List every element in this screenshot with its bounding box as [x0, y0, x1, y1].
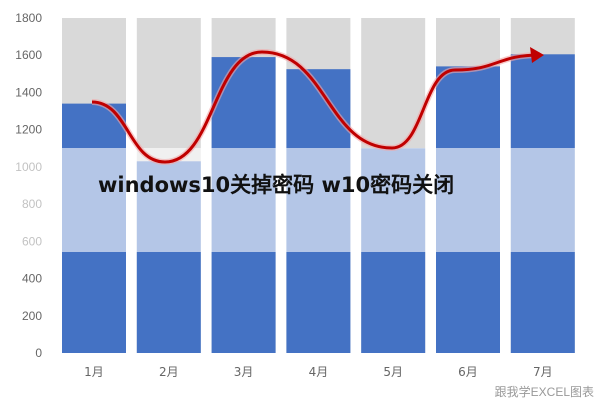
y-tick-label: 0 [35, 346, 42, 360]
y-tick-label: 1200 [15, 123, 42, 137]
x-tick-label: 4月 [309, 365, 329, 379]
overlay-title: windows10关掉密码 w10密码关闭 [98, 173, 455, 197]
x-tick-label: 6月 [458, 365, 478, 379]
x-tick-label: 2月 [159, 365, 179, 379]
x-tick-label: 5月 [383, 365, 403, 379]
trend-line [91, 50, 541, 164]
y-tick-label: 200 [22, 309, 42, 323]
y-tick-label: 1400 [15, 85, 42, 99]
x-tick-label: 7月 [533, 365, 553, 379]
y-tick-label: 400 [22, 272, 42, 286]
y-tick-label: 1600 [15, 48, 42, 62]
x-tick-label: 1月 [84, 365, 104, 379]
watermark: 跟我学EXCEL图表 [494, 385, 594, 399]
y-tick-label: 1800 [15, 11, 42, 25]
x-tick-label: 3月 [234, 365, 254, 379]
highlight-band [0, 148, 600, 252]
arrow-head-icon [530, 47, 544, 63]
